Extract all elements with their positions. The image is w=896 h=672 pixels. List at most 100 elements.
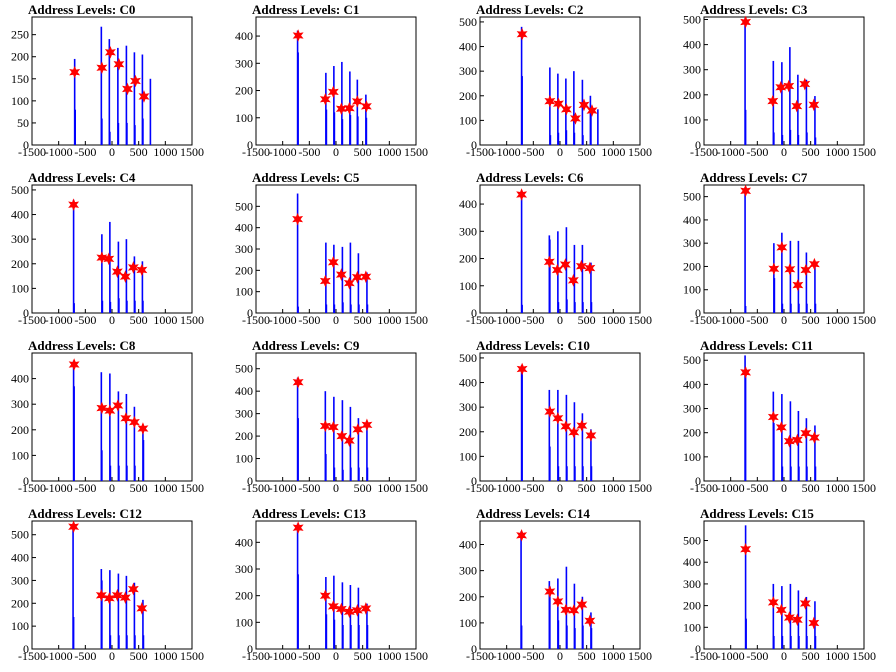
y-tick-label: 200: [11, 596, 29, 610]
y-tick-label: 300: [683, 63, 701, 77]
y-tick-label: 400: [683, 213, 701, 227]
peak-marker: [808, 98, 820, 112]
peak-marker: [292, 29, 304, 42]
x-tick-label: -1500: [18, 481, 46, 495]
peak-marker: [111, 265, 123, 278]
peak-marker: [112, 399, 124, 412]
y-tick-label: 200: [459, 590, 477, 604]
peak-marker: [775, 421, 787, 434]
y-tick-label: 300: [11, 397, 29, 411]
x-tick-label: 500: [130, 313, 148, 327]
peak-marker: [119, 270, 131, 283]
subplot-8: Address Levels: C8-1500-1000 -500 0 500 1000…: [11, 338, 204, 495]
y-tick-label: 100: [11, 448, 29, 462]
y-tick-label: 100: [235, 285, 253, 299]
subplot-title: Address Levels: C2: [476, 2, 583, 17]
x-tick-label: -1500: [690, 145, 718, 159]
plot-frame: [703, 352, 865, 482]
subplot-1: Address Levels: C1-1500-1000 -500 0 500 1000…: [235, 2, 428, 159]
x-tick-label: -500: [522, 481, 544, 495]
y-tick-label: 400: [459, 376, 477, 390]
y-tick-label: 400: [459, 538, 477, 552]
peak-marker: [740, 366, 752, 379]
y-tick-label: 200: [459, 252, 477, 266]
peak-marker: [138, 90, 150, 103]
y-tick-label: 400: [235, 29, 253, 43]
x-tick-label: 1500: [404, 481, 428, 495]
peak-marker: [776, 241, 788, 254]
plot-frame: [479, 16, 641, 146]
peak-marker: [799, 77, 811, 91]
y-tick-label: 0: [23, 138, 29, 152]
x-tick-label: 1000: [601, 313, 625, 327]
peak-marker: [559, 258, 571, 271]
x-tick-label: 1000: [825, 649, 849, 663]
peak-marker: [95, 588, 107, 602]
peak-marker: [319, 92, 331, 106]
x-tick-label: 1000: [377, 145, 401, 159]
x-tick-label: 1500: [180, 145, 204, 159]
y-tick-label: 100: [459, 616, 477, 630]
y-tick-label: 500: [11, 528, 29, 542]
x-tick-label: 0: [109, 313, 115, 327]
x-tick-label: 0: [781, 481, 787, 495]
y-tick-label: 400: [459, 197, 477, 211]
y-tick-label: 300: [459, 64, 477, 78]
peak-marker: [335, 602, 347, 616]
x-tick-label: -1500: [690, 649, 718, 663]
x-tick-label: 1500: [180, 481, 204, 495]
peak-marker: [336, 429, 348, 443]
peak-marker: [800, 426, 812, 440]
peak-marker: [767, 596, 779, 609]
x-tick-label: -1000: [493, 481, 521, 495]
plot-frame: [255, 520, 417, 650]
y-tick-label: 200: [11, 50, 29, 64]
x-tick-label: -500: [74, 313, 96, 327]
y-tick-label: 200: [235, 589, 253, 603]
peak-marker: [783, 611, 795, 624]
y-tick-label: 100: [11, 619, 29, 633]
subplot-4: Address Levels: C4-1500-1000 -500 0 500 1000…: [11, 170, 204, 327]
peak-marker: [127, 582, 139, 596]
x-tick-label: 1000: [153, 481, 177, 495]
x-tick-label: -1000: [717, 649, 745, 663]
peak-marker: [113, 57, 125, 71]
x-tick-label: -500: [298, 649, 320, 663]
peak-marker: [584, 261, 596, 275]
x-tick-label: -1000: [45, 481, 73, 495]
peak-marker: [96, 251, 108, 264]
y-tick-label: 250: [11, 28, 29, 42]
x-tick-label: 0: [109, 145, 115, 159]
peak-marker: [352, 423, 364, 436]
y-tick-label: 100: [11, 281, 29, 295]
peak-marker: [343, 101, 355, 115]
y-tick-label: 200: [11, 423, 29, 437]
y-tick-label: 200: [11, 257, 29, 271]
subplot-title: Address Levels: C1: [252, 2, 359, 17]
y-tick-label: 500: [683, 534, 701, 548]
x-tick-label: -1000: [717, 145, 745, 159]
plot-frame: [255, 16, 417, 146]
y-tick-label: 100: [459, 113, 477, 127]
y-tick-label: 100: [235, 452, 253, 466]
peak-marker: [96, 401, 108, 415]
x-tick-label: -1500: [242, 481, 270, 495]
plot-frame: [31, 16, 193, 146]
subplot-title: Address Levels: C0: [28, 2, 135, 17]
peak-marker: [544, 94, 556, 108]
x-tick-label: 0: [557, 145, 563, 159]
peak-marker: [799, 597, 811, 610]
peak-marker: [516, 188, 528, 201]
subplot-9: Address Levels: C9-1500-1000 -500 0 500 1000…: [235, 338, 428, 495]
y-tick-label: 200: [235, 429, 253, 443]
y-tick-label: 400: [683, 555, 701, 569]
y-tick-label: 100: [683, 113, 701, 127]
x-tick-label: -1000: [45, 313, 73, 327]
peak-marker: [768, 262, 780, 276]
peak-marker: [129, 74, 141, 88]
subplot-title: Address Levels: C5: [252, 170, 360, 185]
peak-marker: [121, 82, 133, 96]
y-tick-label: 400: [235, 535, 253, 549]
peak-marker: [68, 520, 80, 534]
